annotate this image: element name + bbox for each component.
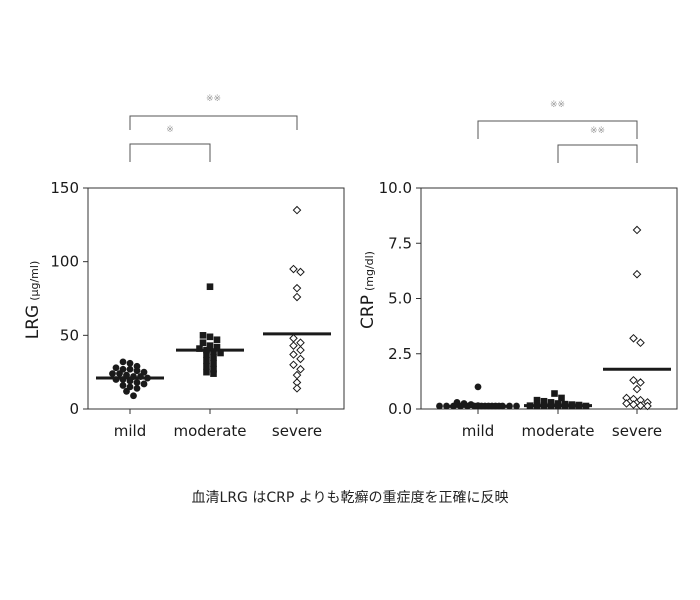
- data-point-moderate: [199, 332, 207, 339]
- data-point-severe: [289, 360, 298, 370]
- plot-frame: [87, 187, 345, 410]
- data-point-severe: [296, 364, 305, 374]
- data-point-severe: [289, 264, 298, 274]
- y-tick-label: 2.5: [388, 345, 412, 363]
- data-point-severe: [636, 378, 645, 387]
- data-point-severe: [292, 370, 302, 380]
- data-point-severe: [289, 341, 298, 350]
- data-point-mild: [130, 392, 137, 400]
- data-point-mild: [140, 380, 148, 388]
- significance-label: ※※: [590, 126, 605, 136]
- data-point-moderate: [210, 365, 217, 373]
- y-tick-label: 10.0: [379, 179, 412, 197]
- data-point-mild: [126, 365, 134, 373]
- data-point-moderate: [547, 399, 555, 406]
- x-tick-label: moderate: [521, 422, 594, 440]
- data-point-moderate: [210, 354, 217, 361]
- y-tick-label: 0: [69, 400, 79, 418]
- y-axis-label: LRG(μg/ml): [23, 261, 43, 340]
- crp-chart: 0.0 2.5 5.0 7.5 10.0 CRP(mg/dl) mild moderate se…: [358, 100, 678, 440]
- x-tick-label: severe: [612, 422, 662, 440]
- data-point-moderate: [551, 390, 558, 397]
- data-point-mild: [116, 370, 123, 378]
- y-tick-label: 100: [50, 253, 79, 271]
- data-point-moderate: [540, 397, 548, 405]
- data-point-mild: [112, 364, 120, 372]
- data-point-severe: [296, 338, 305, 348]
- data-point-mild: [474, 383, 482, 391]
- data-point-severe: [629, 400, 638, 409]
- data-point-mild: [133, 379, 141, 386]
- data-point-moderate: [210, 360, 217, 367]
- data-point-mild: [109, 370, 116, 378]
- data-point-severe: [296, 345, 305, 355]
- data-point-moderate: [213, 336, 221, 344]
- data-point-mild: [119, 382, 127, 389]
- figure-caption: 血清LRG はCRP よりも乾癬の重症度を正確に反映: [191, 490, 509, 506]
- data-point-severe: [289, 333, 298, 343]
- data-point-severe: [292, 283, 302, 293]
- data-point-severe: [296, 354, 305, 364]
- significance-bracket: [129, 143, 211, 162]
- y-tick-label: 5.0: [388, 290, 412, 308]
- data-point-moderate: [558, 394, 565, 402]
- x-tick-label: mild: [462, 422, 494, 440]
- data-point-moderate: [533, 396, 541, 404]
- y-axis-label: CRP(mg/dl): [358, 251, 378, 329]
- significance-bracket: [557, 144, 638, 163]
- significance-bracket: [477, 120, 638, 139]
- y-tick-label: 7.5: [388, 234, 412, 252]
- x-tick-label: moderate: [173, 422, 246, 440]
- data-point-mild: [133, 384, 141, 392]
- data-point-severe: [292, 292, 302, 302]
- data-point-severe: [636, 338, 645, 348]
- data-point-mild: [123, 387, 130, 395]
- data-point-moderate: [217, 349, 224, 357]
- data-point-severe: [296, 267, 305, 277]
- x-tick-label: mild: [114, 422, 146, 440]
- significance-label: ※※: [550, 100, 565, 110]
- data-point-moderate: [203, 362, 210, 370]
- data-point-moderate: [199, 339, 207, 346]
- significance-bracket: [129, 115, 298, 130]
- data-point-moderate: [206, 283, 214, 291]
- y-tick-label: 150: [50, 179, 79, 197]
- data-point-moderate: [213, 343, 221, 351]
- data-point-severe: [632, 269, 642, 279]
- significance-label: ※※: [206, 94, 221, 104]
- data-point-mild: [133, 367, 141, 375]
- data-point-severe: [292, 205, 302, 215]
- data-point-severe: [289, 350, 298, 359]
- plot-frame: [420, 187, 678, 410]
- data-point-mild: [119, 358, 127, 366]
- data-point-mild: [513, 402, 520, 410]
- data-point-severe: [632, 384, 642, 394]
- x-tick-label: severe: [272, 422, 322, 440]
- data-point-severe: [643, 401, 652, 411]
- data-point-mild: [126, 359, 134, 367]
- data-point-moderate: [203, 368, 210, 376]
- significance-label: ※: [166, 125, 174, 135]
- data-point-severe: [622, 399, 631, 408]
- data-point-severe: [636, 401, 645, 410]
- data-point-moderate: [203, 357, 210, 364]
- data-point-severe: [292, 384, 302, 393]
- data-point-moderate: [210, 370, 217, 377]
- data-point-moderate: [203, 351, 210, 358]
- data-point-moderate: [206, 342, 214, 349]
- data-point-moderate: [206, 333, 214, 341]
- data-point-mild: [436, 402, 443, 410]
- data-point-severe: [632, 225, 642, 235]
- y-tick-label: 0.0: [388, 400, 412, 418]
- data-point-severe: [629, 375, 638, 385]
- y-tick-label: 50: [60, 326, 79, 344]
- data-point-severe: [629, 333, 638, 343]
